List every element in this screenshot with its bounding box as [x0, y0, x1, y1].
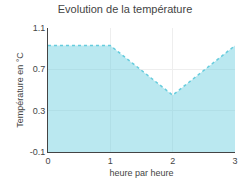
svg-text:1: 1 [108, 156, 113, 166]
svg-text:0: 0 [45, 156, 50, 166]
svg-text:1.1: 1.1 [33, 23, 46, 33]
svg-text:2: 2 [170, 156, 175, 166]
svg-text:Evolution de la température: Evolution de la température [58, 3, 193, 15]
svg-text:-0.1: -0.1 [30, 147, 46, 157]
svg-text:3: 3 [232, 156, 237, 166]
svg-text:0.3: 0.3 [33, 106, 46, 116]
svg-text:Température en °C: Température en °C [15, 52, 25, 128]
svg-text:heure par heure: heure par heure [109, 168, 173, 178]
svg-text:0.7: 0.7 [33, 64, 46, 74]
